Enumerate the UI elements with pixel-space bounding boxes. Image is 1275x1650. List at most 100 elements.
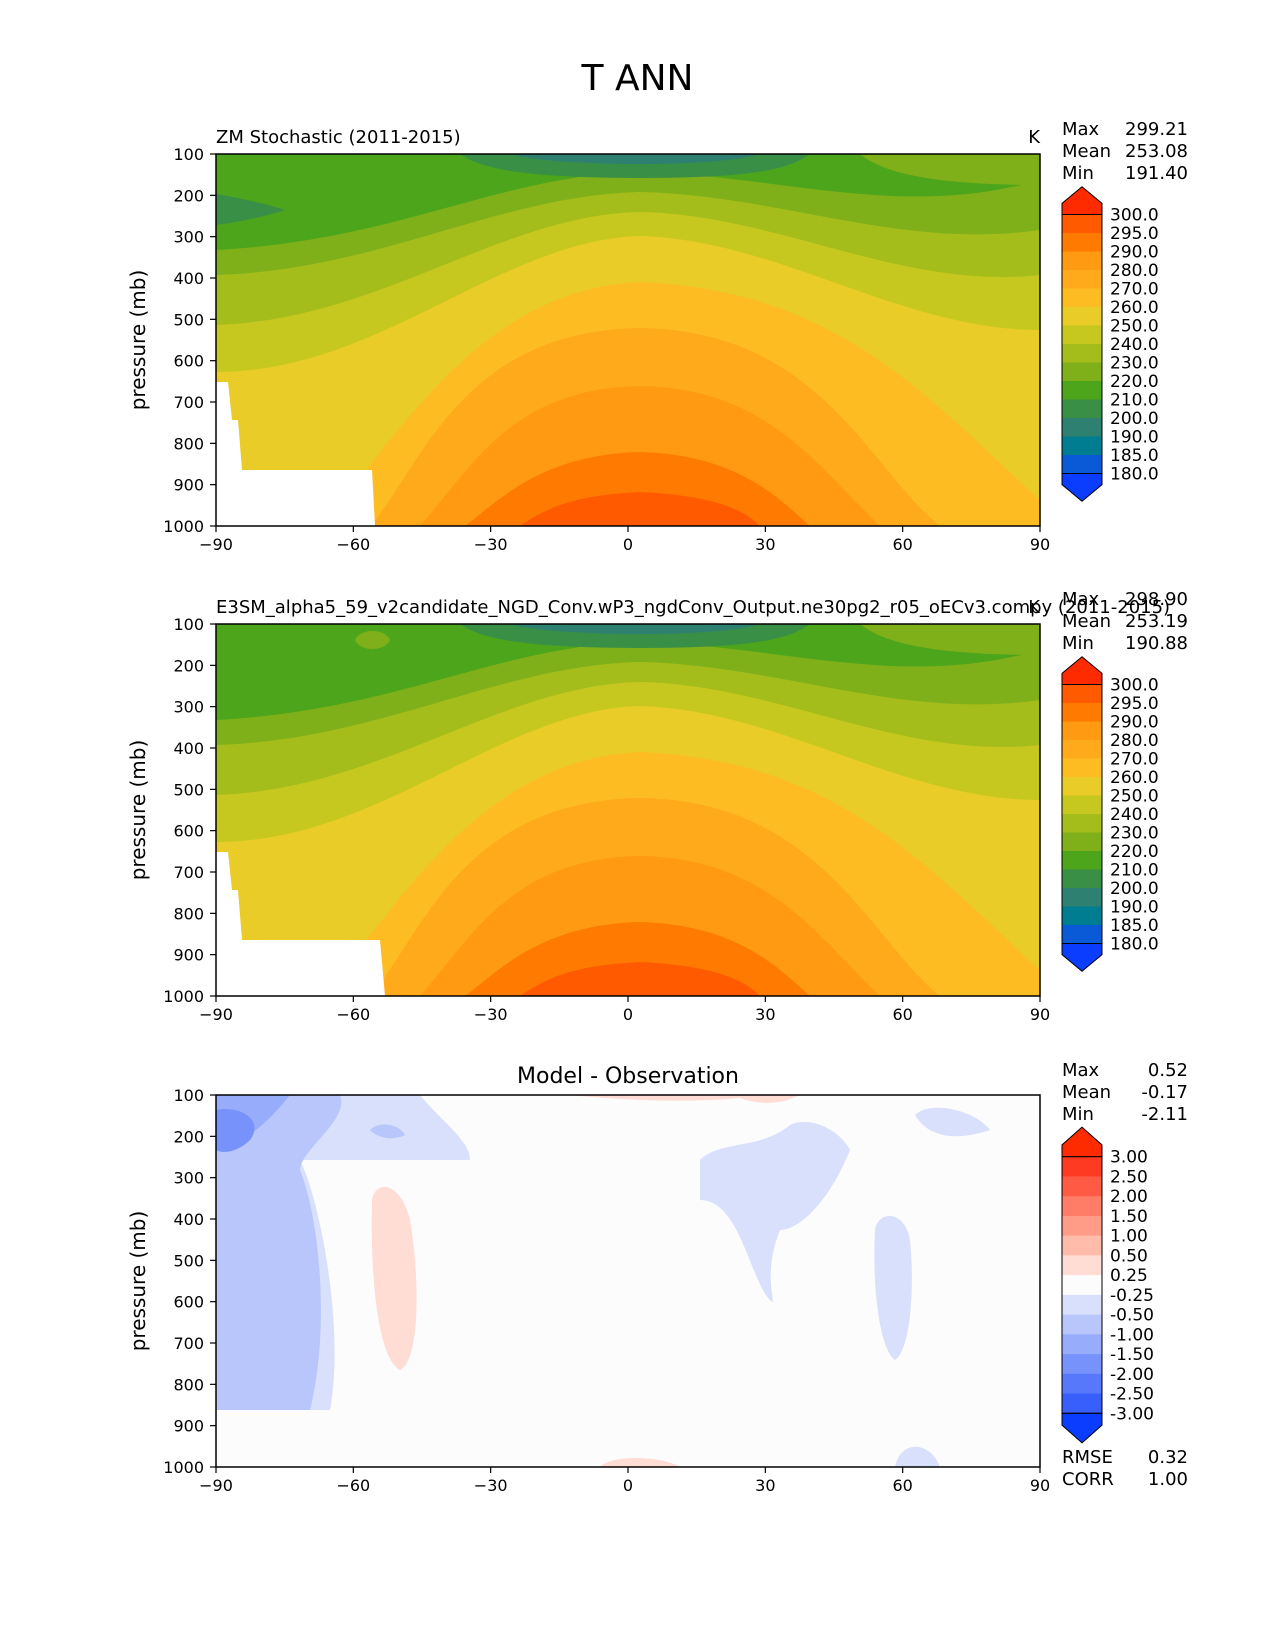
colorbar-label: 230.0 [1110,354,1159,374]
stat-mean-label: Mean [1062,611,1111,632]
stat-min-value: 190.88 [1125,633,1188,654]
stat-mean-value: -0.17 [1141,1082,1188,1103]
stat-mean-label: Mean [1062,1082,1111,1103]
colorbar-segment [1062,418,1102,437]
stat-min-label: Min [1062,633,1094,654]
x-tick-label: −60 [336,535,370,554]
rmse-label: RMSE [1062,1447,1113,1468]
colorbar-segment [1062,233,1102,252]
colorbar-label: 270.0 [1110,280,1159,300]
y-tick-label: 500 [173,310,204,329]
colorbar-segment [1062,1393,1102,1414]
colorbar-label: 185.0 [1110,446,1159,466]
x-tick-label: 0 [623,535,633,554]
colorbar-segment [1062,1255,1102,1276]
colorbar-segment [1062,214,1102,234]
stat-max-value: 299.21 [1125,119,1188,140]
colorbar-frame [1061,1156,1103,1414]
colorbar-label: -1.00 [1110,1325,1154,1345]
y-tick-label: 300 [173,228,204,247]
y-tick-label: 400 [173,1210,204,1229]
y-tick-label: 100 [173,145,204,164]
colorbar-label: -2.00 [1110,1365,1154,1385]
colorbar-segment [1062,344,1102,363]
x-tick-label: −30 [474,535,508,554]
y-tick-label: 300 [173,1169,204,1188]
colorbar-segment [1062,1235,1102,1256]
colorbar-label: 230.0 [1110,824,1159,844]
colorbar-segment [1062,925,1102,944]
colorbar-segment [1062,1196,1102,1217]
stat-max-label: Max [1062,1060,1100,1081]
stat-min-value: -2.11 [1141,1104,1188,1125]
colorbar-segment [1062,288,1102,308]
y-tick-label: 400 [173,269,204,288]
panel-title: Model - Observation [517,1064,739,1089]
colorbar-segment [1062,777,1102,796]
y-tick-label: 900 [173,946,204,965]
x-tick-label: 0 [623,1005,633,1024]
colorbar-label: 295.0 [1110,224,1159,244]
colorbar-label: 280.0 [1110,261,1159,281]
y-axis-label: pressure (mb) [126,740,150,881]
x-tick-label: 90 [1030,1005,1050,1024]
y-tick-label: 900 [173,1417,204,1436]
colorbar-label: 260.0 [1110,298,1159,318]
stat-mean-value: 253.19 [1125,611,1188,632]
colorbar-label: 185.0 [1110,916,1159,936]
stat-min-label: Min [1062,163,1094,184]
colorbar-segment [1062,455,1102,474]
colorbar-label: 300.0 [1110,206,1159,226]
colorbar-label: 290.0 [1110,243,1159,263]
colorbar-label: 0.25 [1110,1266,1148,1286]
colorbar-label: 200.0 [1110,409,1159,429]
y-tick-label: 1000 [163,987,204,1006]
y-tick-label: 200 [173,186,204,205]
colorbar-segment [1062,814,1102,833]
colorbar-segment [1062,381,1102,400]
y-tick-label: 400 [173,739,204,758]
colorbar-segment [1062,1314,1102,1335]
colorbar-label: 180.0 [1110,935,1159,955]
units-label: K [1028,597,1041,618]
colorbar-label: 2.00 [1110,1187,1148,1207]
colorbar-segment [1062,1275,1102,1296]
x-tick-label: 90 [1030,535,1050,554]
colorbar-label: -0.25 [1110,1286,1154,1306]
y-tick-label: 100 [173,1086,204,1105]
stat-min-label: Min [1062,1104,1094,1125]
colorbar-label: 280.0 [1110,731,1159,751]
contour-field [216,154,1040,526]
y-tick-label: 700 [173,1334,204,1353]
y-tick-label: 700 [173,863,204,882]
x-tick-label: 60 [892,535,912,554]
colorbar-label: -2.50 [1110,1385,1154,1405]
colorbar-label: 220.0 [1110,842,1159,862]
x-tick-label: −60 [336,1005,370,1024]
colorbar-segment [1062,399,1102,419]
colorbar-segment [1062,1215,1102,1237]
colorbar-segment [1062,869,1102,889]
y-tick-label: 800 [173,904,204,923]
y-tick-label: 300 [173,698,204,717]
colorbar-label: 250.0 [1110,317,1159,337]
colorbar-label: -0.50 [1110,1306,1154,1326]
y-tick-label: 500 [173,1251,204,1270]
colorbar-label: 260.0 [1110,768,1159,788]
x-tick-label: 60 [892,1005,912,1024]
colorbar-segment [1062,307,1102,326]
colorbar-segment [1062,795,1102,815]
colorbar-segment [1062,740,1102,759]
y-tick-label: 600 [173,822,204,841]
colorbar-label: 250.0 [1110,787,1159,807]
colorbar-segment [1062,270,1102,289]
corr-value: 1.00 [1148,1469,1188,1490]
colorbar-label: 3.00 [1110,1148,1148,1168]
stat-max-label: Max [1062,119,1100,140]
colorbar-label: 190.0 [1110,898,1159,918]
panel-title: E3SM_alpha5_59_v2candidate_NGD_Conv.wP3_… [216,597,1170,618]
colorbar-label: 210.0 [1110,861,1159,881]
colorbar-segment [1062,251,1102,271]
